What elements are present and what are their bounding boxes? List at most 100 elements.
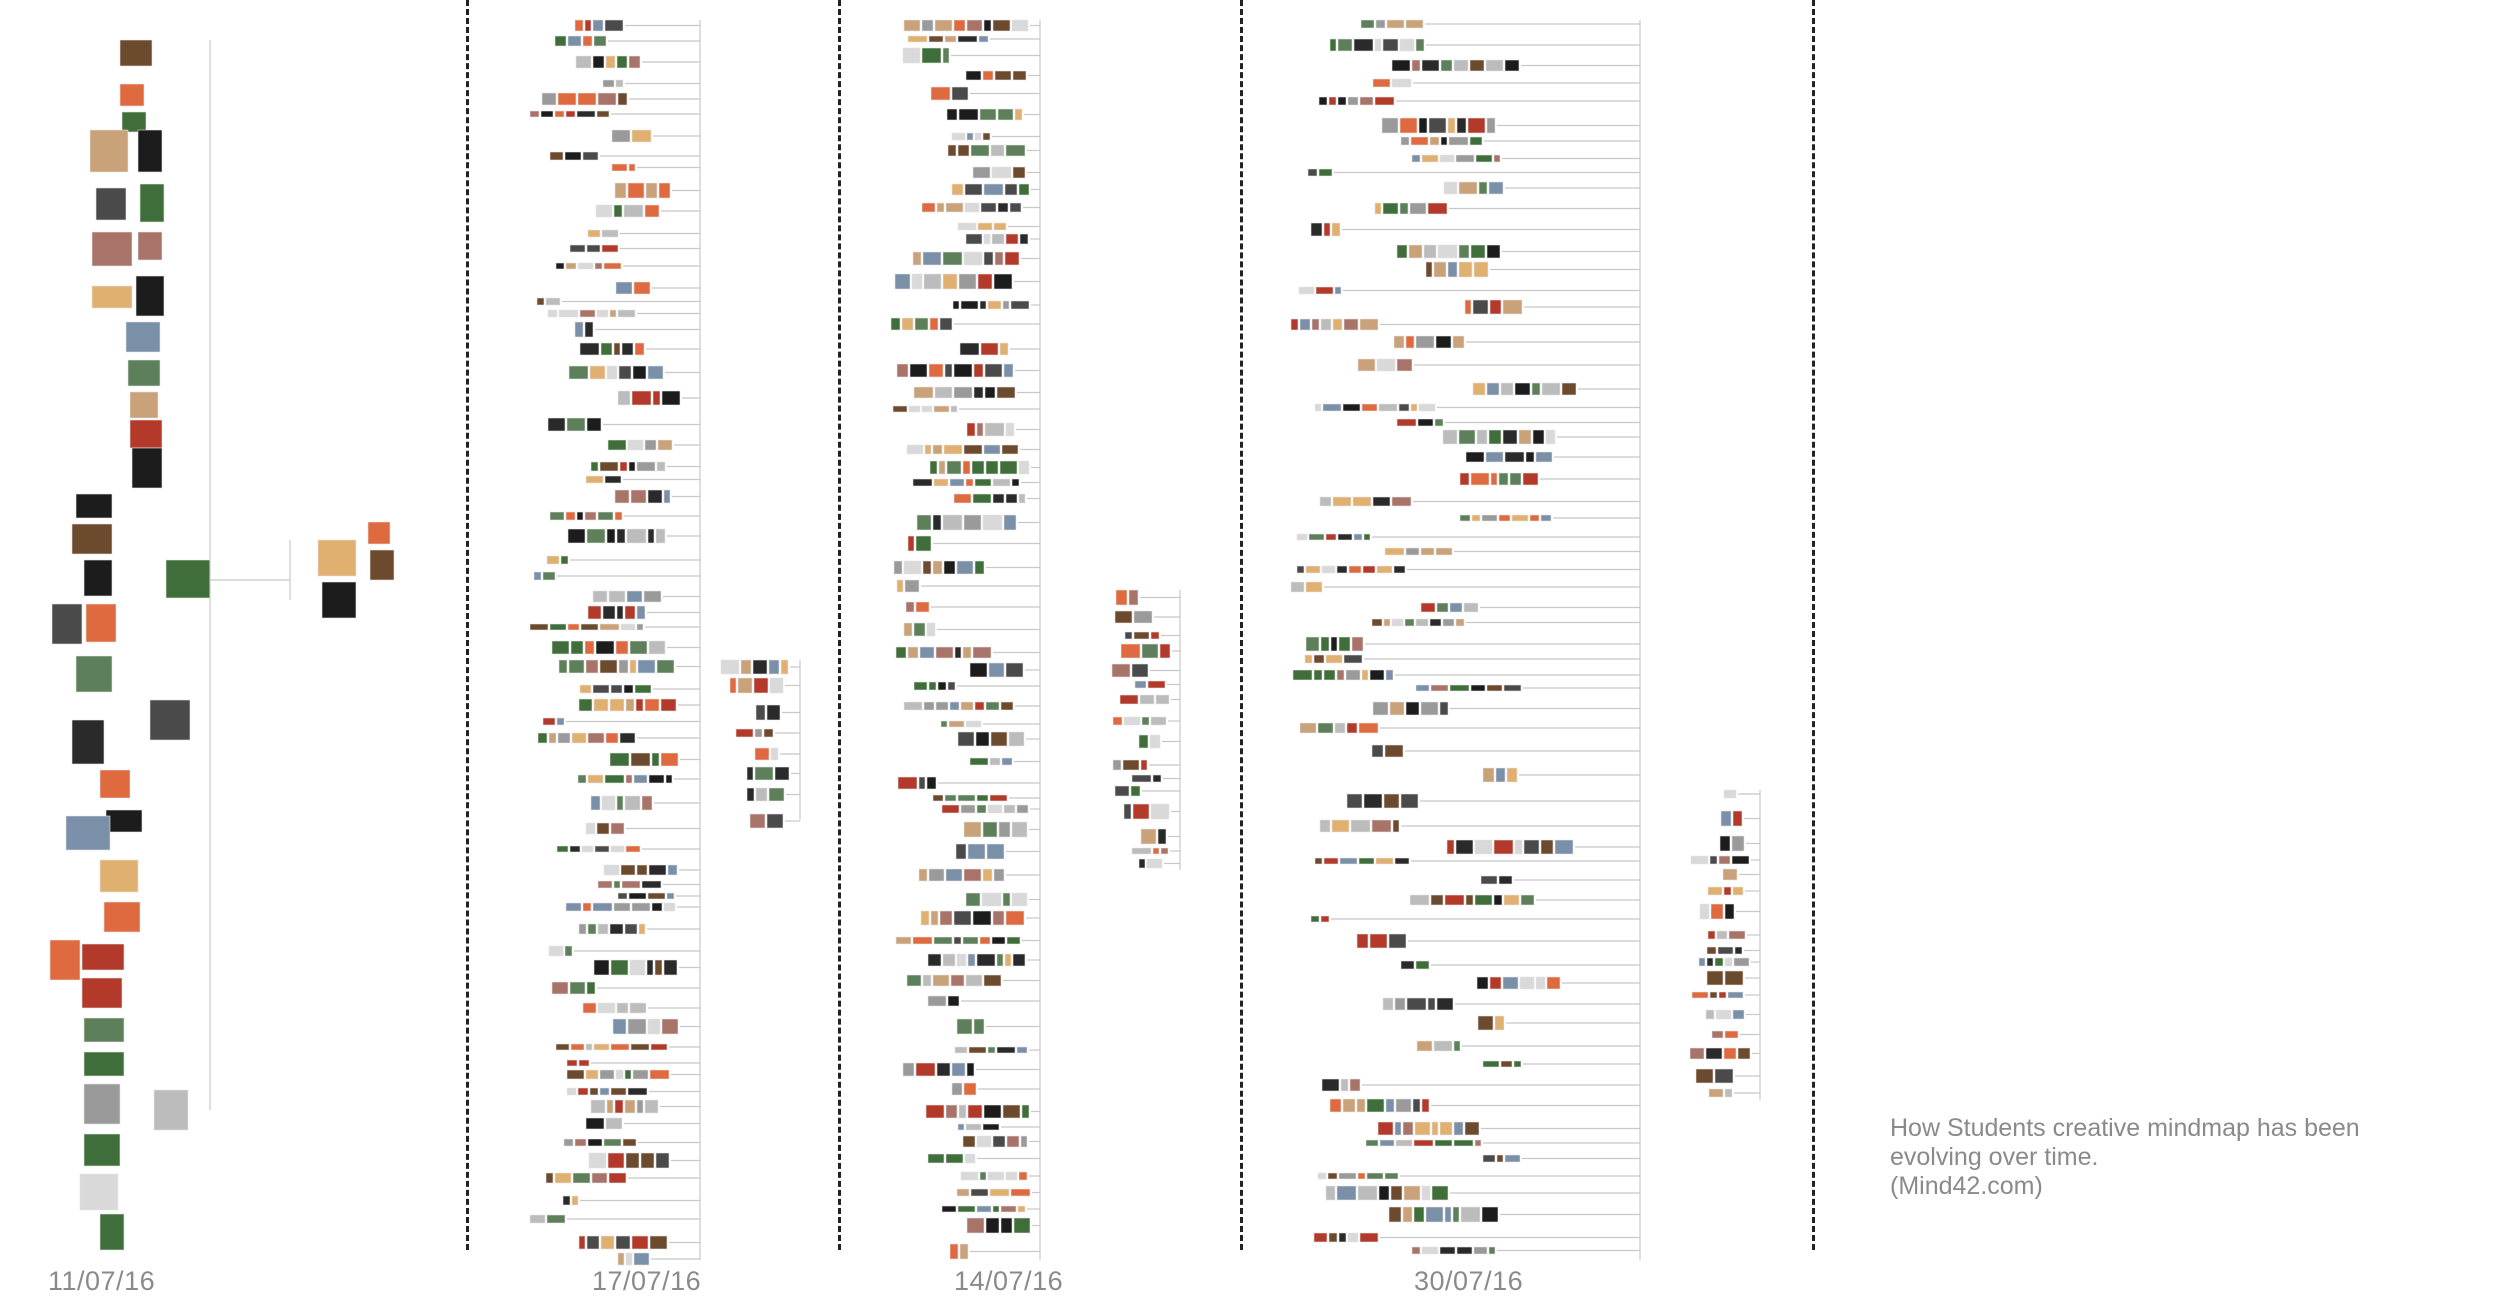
thumbnail-s4-6-1	[1410, 136, 1429, 146]
thumbnail-s4-4-0	[1318, 96, 1328, 106]
thumbnail-s4-11-2	[1331, 222, 1341, 237]
thumbnail-s2-23-0	[590, 461, 599, 472]
thumbnail-s2-2-4	[628, 55, 641, 69]
thumbnail-s2-20-0	[617, 390, 631, 406]
thumbnail-s1-43	[165, 559, 211, 599]
thumbnail-s3-29-0	[896, 579, 904, 593]
thumbnail-s3-12-1	[983, 233, 991, 245]
thumbnail-s2-4-2	[577, 92, 597, 106]
thumbnail-s3-30-1	[915, 601, 930, 613]
thumbnail-s4-15-2	[1489, 299, 1502, 315]
thumbnail-s2-7-2	[582, 151, 599, 161]
thumbnail-s2-31-3	[624, 605, 636, 620]
thumbnail-s4-14-0	[1298, 286, 1315, 295]
thumbnail-s3-20-3	[933, 405, 950, 413]
thumbnail-s4-23-0	[1465, 451, 1485, 463]
thumbnail-s2-36-5	[644, 698, 660, 712]
thumbnail-s2-41-2	[616, 795, 624, 811]
thumbnail-s2-34-1	[568, 659, 585, 674]
thumbnail-s4-36-2	[1449, 684, 1470, 692]
thumbnail-s4-26-4	[1511, 514, 1529, 522]
thumbnail-s3b-3-0	[1120, 643, 1141, 659]
thumbnail-s3-15-3	[987, 300, 1002, 310]
thumbnail-s4-60-1	[1327, 1172, 1338, 1180]
thumbnail-s3-34-3	[947, 681, 956, 691]
thumbnail-s4-46-7	[1520, 894, 1535, 906]
thumbnail-s3b-15-0	[1138, 858, 1146, 869]
thumbnail-s4-15-3	[1502, 299, 1523, 315]
thumbnail-s2-5-2	[554, 110, 565, 118]
thumbnail-s2-30-2	[626, 590, 643, 603]
thumbnail-s4-38-0	[1299, 722, 1317, 734]
thumbnail-s4-37-4	[1439, 701, 1449, 716]
thumbnail-s2-36-4	[635, 698, 644, 712]
thumbnail-s2-40-3	[625, 774, 633, 784]
thumbnail-s2-25-3	[663, 489, 671, 504]
thumbnail-s4-41-3	[1400, 793, 1419, 809]
thumbnail-s4-57-6	[1453, 1121, 1464, 1136]
thumbnail-s2-27-3	[616, 528, 626, 544]
thumbnail-s3b-10-0	[1131, 774, 1152, 783]
thumbnail-s4-4-1	[1328, 96, 1337, 106]
thumbnail-s3b-5-0	[1134, 680, 1147, 689]
thumbnail-s2-13-2	[577, 262, 594, 270]
thumbnail-s3-28-6	[974, 560, 985, 575]
thumbnail-s4-1-6	[1415, 38, 1425, 52]
thumbnail-s2-36-6	[660, 698, 677, 712]
thumbnail-s4-24-3	[1498, 472, 1509, 486]
thumbnail-s2-19-1	[589, 365, 606, 380]
thumbnail-s4-18-1	[1376, 358, 1396, 372]
thumbnail-s4-1-3	[1374, 38, 1382, 52]
snapshot-date-4: 30/07/16	[1414, 1266, 1524, 1296]
thumbnail-s3b-11-1	[1130, 785, 1141, 797]
thumbnail-s2-50-2	[629, 959, 646, 976]
thumbnail-s2b-6-2	[768, 787, 785, 802]
thumbnail-s4b-1-1	[1732, 810, 1743, 827]
thumbnail-s3-42-1	[982, 821, 998, 838]
thumbnail-s4b-3-1	[1709, 855, 1718, 865]
thumbnail-s3-17-0	[959, 342, 980, 356]
thumbnail-s3-23-4	[971, 460, 985, 475]
thumbnail-s4-48-0	[1356, 933, 1369, 949]
thumbnail-s3b-6-2	[1155, 694, 1170, 705]
thumbnail-s3-9-3	[1004, 183, 1018, 196]
thumbnail-s2-24-0	[585, 475, 604, 484]
thumbnail-s3-13-3	[963, 251, 983, 266]
thumbnail-s2-50-5	[663, 959, 678, 976]
thumbnail-s3-7-3	[990, 144, 1005, 157]
thumbnail-s4-39-0	[1371, 744, 1384, 758]
thumbnail-s3-48-5	[996, 953, 1004, 967]
thumbnail-s3b-8-0	[1138, 734, 1149, 749]
thumbnail-s4-38-2	[1334, 722, 1346, 734]
thumbnail-s4-38-3	[1346, 722, 1358, 734]
thumbnail-s4-20-1	[1322, 403, 1342, 412]
thumbnail-s4-23-3	[1525, 451, 1535, 463]
thumbnail-s4-60-5	[1384, 1172, 1399, 1180]
thumbnail-s3-44-5	[993, 868, 1005, 882]
thumbnail-s3-62-2	[1000, 1217, 1013, 1234]
thumbnail-s2-31-1	[602, 605, 616, 620]
thumbnail-s1-30	[81, 943, 125, 971]
thumbnail-s4-4-3	[1347, 96, 1359, 106]
thumbnail-s4-20-2	[1342, 403, 1361, 412]
thumbnail-s4-51-3	[1427, 997, 1436, 1011]
thumbnail-s3-39-2	[926, 776, 937, 790]
thumbnail-s3-20-1	[908, 405, 921, 413]
thumbnail-s4-59-2	[1504, 1154, 1521, 1163]
thumbnail-s2-58-3	[624, 1099, 636, 1114]
thumbnail-s4-29-2	[1321, 565, 1336, 574]
thumbnail-s1-37	[99, 1213, 125, 1251]
thumbnail-s4-16-2	[1311, 318, 1320, 331]
thumbnail-s3b-4-1	[1131, 663, 1149, 678]
thumbnail-s3-38-2	[1001, 757, 1013, 766]
thumbnail-s4-31-0	[1420, 602, 1436, 613]
thumbnail-s3-10-2	[945, 202, 964, 213]
thumbnail-s2-34-0	[558, 659, 568, 674]
thumbnail-s3-33-1	[988, 662, 1005, 678]
thumbnail-s4-64-1	[1421, 1246, 1439, 1255]
thumbnail-s4b-3-3	[1731, 855, 1750, 865]
thumbnail-s2b-3-2	[763, 728, 774, 738]
thumbnail-s2-51-1	[569, 981, 586, 995]
thumbnail-s3b-1-0	[1114, 610, 1133, 624]
